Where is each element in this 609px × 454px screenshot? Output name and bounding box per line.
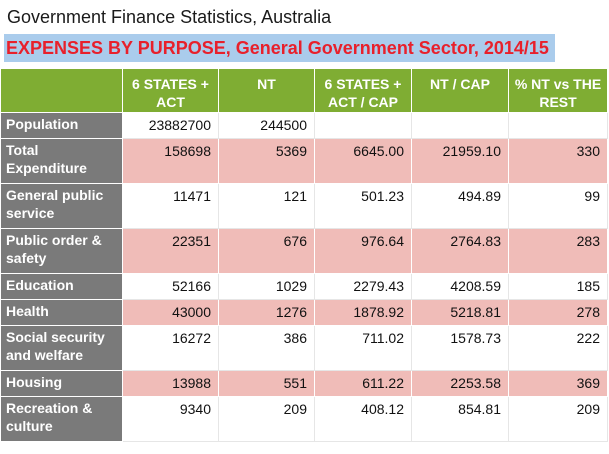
header-row: 6 STATES + ACT NT 6 STATES + ACT / CAP N… bbox=[0, 68, 608, 113]
row-label: Population bbox=[0, 112, 123, 139]
table-cell bbox=[411, 112, 509, 139]
table-cell: 2253.58 bbox=[411, 370, 509, 397]
row-label: Total Expenditure bbox=[0, 138, 123, 184]
table-cell: 222 bbox=[508, 325, 608, 371]
table-row: Health 43000 1276 1878.92 5218.81 278 bbox=[0, 299, 608, 326]
table-cell: 43000 bbox=[122, 299, 219, 326]
table-cell: 386 bbox=[218, 325, 315, 371]
table-cell: 501.23 bbox=[314, 183, 412, 229]
page-title: Government Finance Statistics, Australia bbox=[7, 7, 332, 27]
table-cell: 158698 bbox=[122, 138, 219, 184]
table-cell: 121 bbox=[218, 183, 315, 229]
column-header: % NT vs THE REST bbox=[508, 68, 608, 113]
table-cell: 1878.92 bbox=[314, 299, 412, 326]
table-row: General public service 11471 121 501.23 … bbox=[0, 183, 608, 229]
table-row: Social security and welfare 16272 386 71… bbox=[0, 325, 608, 371]
table-cell: 244500 bbox=[218, 112, 315, 139]
expenses-table: 6 STATES + ACT NT 6 STATES + ACT / CAP N… bbox=[0, 68, 608, 442]
table-cell: 11471 bbox=[122, 183, 219, 229]
table-cell: 676 bbox=[218, 228, 315, 274]
table-row: Housing 13988 551 611.22 2253.58 369 bbox=[0, 370, 608, 397]
table-cell: 5218.81 bbox=[411, 299, 509, 326]
table-cell: 976.64 bbox=[314, 228, 412, 274]
table-cell: 185 bbox=[508, 273, 608, 300]
table-cell: 4208.59 bbox=[411, 273, 509, 300]
table-row: Education 52166 1029 2279.43 4208.59 185 bbox=[0, 273, 608, 300]
table-cell: 551 bbox=[218, 370, 315, 397]
table-cell: 23882700 bbox=[122, 112, 219, 139]
table-cell: 1578.73 bbox=[411, 325, 509, 371]
column-header: 6 STATES + ACT / CAP bbox=[314, 68, 412, 113]
table-cell: 21959.10 bbox=[411, 138, 509, 184]
table-row: Public order & safety 22351 676 976.64 2… bbox=[0, 228, 608, 274]
table-cell: 52166 bbox=[122, 273, 219, 300]
row-label: Social security and welfare bbox=[0, 325, 123, 371]
header-corner bbox=[0, 68, 123, 113]
table-row: Total Expenditure 158698 5369 6645.00 21… bbox=[0, 138, 608, 184]
table-row: Population 23882700 244500 bbox=[0, 112, 608, 139]
table-cell bbox=[314, 112, 412, 139]
table-cell: 2764.83 bbox=[411, 228, 509, 274]
column-header: NT / CAP bbox=[411, 68, 509, 113]
table-row: Recreation & culture 9340 209 408.12 854… bbox=[0, 396, 608, 442]
row-label: Recreation & culture bbox=[0, 396, 123, 442]
row-label: Housing bbox=[0, 370, 123, 397]
table-cell: 22351 bbox=[122, 228, 219, 274]
table-cell: 278 bbox=[508, 299, 608, 326]
table-cell: 408.12 bbox=[314, 396, 412, 442]
table-cell: 2279.43 bbox=[314, 273, 412, 300]
table-cell: 5369 bbox=[218, 138, 315, 184]
row-label: General public service bbox=[0, 183, 123, 229]
table-cell: 209 bbox=[508, 396, 608, 442]
table-cell: 494.89 bbox=[411, 183, 509, 229]
row-label: Health bbox=[0, 299, 123, 326]
table-cell: 854.81 bbox=[411, 396, 509, 442]
table-cell: 6645.00 bbox=[314, 138, 412, 184]
row-label: Public order & safety bbox=[0, 228, 123, 274]
table-cell: 611.22 bbox=[314, 370, 412, 397]
table-cell: 330 bbox=[508, 138, 608, 184]
table-cell: 1276 bbox=[218, 299, 315, 326]
table-cell bbox=[508, 112, 608, 139]
table-cell: 209 bbox=[218, 396, 315, 442]
table-title: EXPENSES BY PURPOSE, General Government … bbox=[4, 34, 555, 62]
table-cell: 283 bbox=[508, 228, 608, 274]
table-cell: 1029 bbox=[218, 273, 315, 300]
table-cell: 711.02 bbox=[314, 325, 412, 371]
column-header: 6 STATES + ACT bbox=[122, 68, 219, 113]
table-cell: 13988 bbox=[122, 370, 219, 397]
table-cell: 99 bbox=[508, 183, 608, 229]
row-label: Education bbox=[0, 273, 123, 300]
column-header: NT bbox=[218, 68, 315, 113]
table-cell: 369 bbox=[508, 370, 608, 397]
table-cell: 16272 bbox=[122, 325, 219, 371]
table-cell: 9340 bbox=[122, 396, 219, 442]
